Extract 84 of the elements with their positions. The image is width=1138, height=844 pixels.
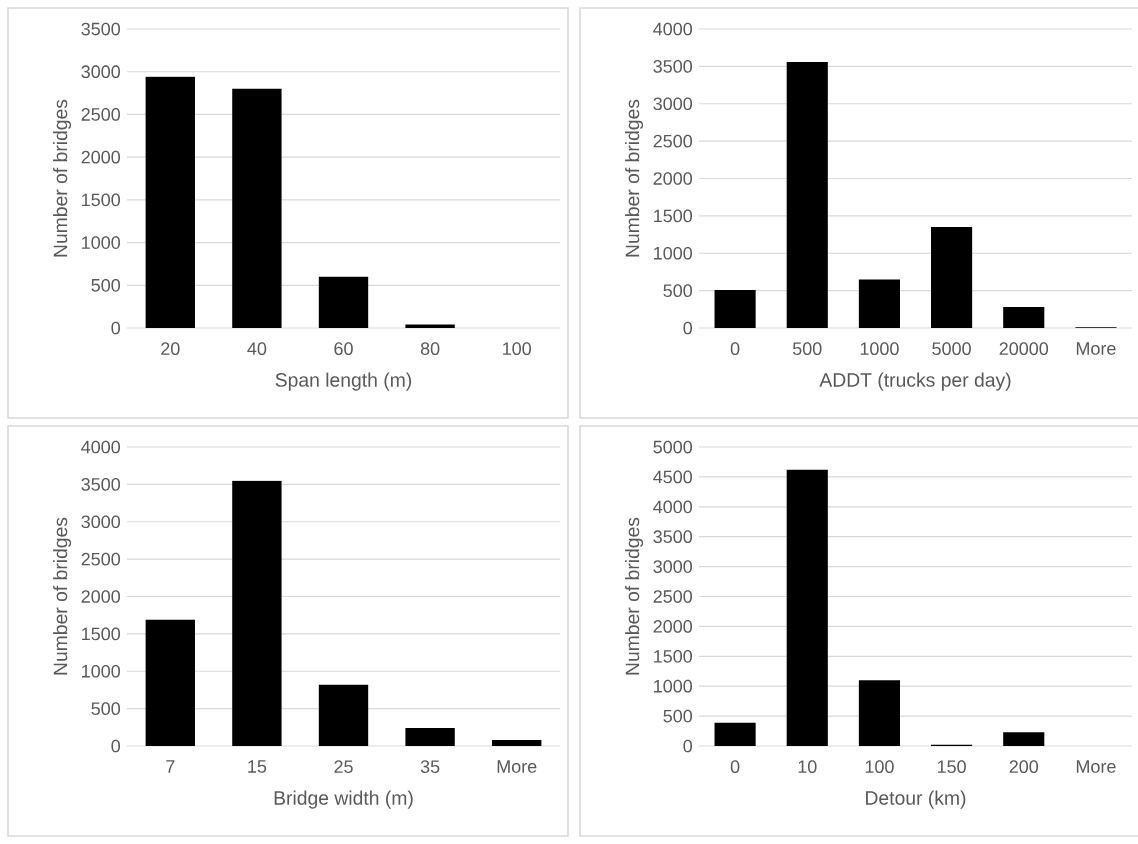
- y-tick-label: 1500: [654, 649, 693, 663]
- y-tick-label: 1500: [82, 627, 121, 641]
- y-axis-title: Number of bridges: [53, 99, 72, 257]
- bar: [492, 740, 542, 747]
- x-tick-label: More: [1076, 342, 1116, 355]
- y-tick-label: 2500: [81, 552, 121, 566]
- bar: [858, 680, 900, 747]
- x-axis-title: Span length (m): [275, 372, 412, 391]
- y-tick-label: 1000: [82, 664, 121, 678]
- x-tick-label: More: [497, 760, 537, 773]
- x-tick-label: 7: [166, 760, 175, 773]
- bar: [405, 728, 455, 747]
- x-tick-label: 200: [1009, 760, 1039, 774]
- bar: [786, 61, 828, 329]
- y-tick-label: 0: [683, 321, 693, 335]
- y-axis-title: Number of bridges: [625, 99, 644, 257]
- y-tick-label: 3500: [81, 478, 121, 491]
- y-tick-label: 3500: [653, 60, 693, 73]
- x-tick-label: 0: [730, 760, 740, 774]
- y-axis-title: Number of bridges: [53, 517, 72, 675]
- bar: [858, 279, 900, 329]
- bar: [232, 480, 282, 747]
- y-tick-label: 3000: [81, 65, 121, 79]
- y-tick-label: 2000: [653, 172, 693, 185]
- y-tick-label: 1500: [82, 193, 121, 207]
- y-tick-label: 2500: [653, 590, 693, 603]
- x-tick-label: 20000: [999, 342, 1049, 356]
- x-tick-label: 10: [798, 760, 817, 774]
- x-tick-label: 150: [937, 760, 966, 774]
- y-tick-label: 1000: [82, 236, 121, 249]
- y-tick-label: 0: [683, 739, 693, 753]
- x-tick-label: 500: [792, 342, 822, 356]
- y-tick-label: 3000: [653, 97, 693, 111]
- x-tick-label: 80: [420, 342, 440, 356]
- x-tick-label: 1000: [860, 342, 899, 356]
- y-tick-label: 3000: [81, 515, 121, 529]
- y-tick-label: 3500: [653, 530, 693, 544]
- y-tick-label: 3000: [653, 560, 693, 573]
- y-tick-label: 2000: [81, 590, 121, 603]
- x-tick-label: 100: [503, 342, 532, 356]
- bar: [1003, 732, 1045, 747]
- bar: [145, 619, 195, 747]
- x-tick-label: 100: [865, 760, 894, 774]
- x-tick-label: 40: [247, 342, 267, 356]
- y-tick-label: 500: [663, 284, 693, 297]
- y-tick-label: 2000: [653, 620, 693, 633]
- bar: [714, 722, 756, 747]
- x-tick-label: 60: [334, 342, 353, 356]
- x-tick-label: 5000: [932, 342, 971, 356]
- x-axis-title: ADDT (trucks per day): [819, 372, 1011, 391]
- bar: [318, 684, 369, 747]
- x-tick-label: 35: [420, 760, 440, 774]
- y-tick-label: 2500: [653, 134, 693, 148]
- y-tick-label: 3500: [81, 22, 121, 36]
- y-axis-title: Number of bridges: [625, 517, 644, 675]
- x-axis-title: Detour (km): [866, 790, 966, 809]
- y-tick-label: 4000: [653, 22, 693, 36]
- y-tick-label: 2500: [81, 108, 121, 121]
- y-tick-label: 4000: [653, 500, 693, 514]
- y-tick-label: 500: [91, 702, 121, 715]
- y-tick-label: 0: [111, 739, 121, 753]
- bar: [714, 289, 756, 329]
- x-tick-label: 0: [730, 342, 740, 356]
- y-tick-label: 1000: [654, 246, 693, 260]
- bar: [318, 276, 369, 329]
- y-tick-label: 1000: [654, 679, 693, 693]
- y-tick-label: 1500: [654, 209, 693, 223]
- x-tick-label: 15: [248, 760, 267, 773]
- y-tick-label: 500: [91, 278, 121, 292]
- y-tick-label: 4500: [653, 470, 693, 484]
- bar: [931, 227, 973, 329]
- bar: [1003, 307, 1045, 329]
- x-tick-label: 20: [161, 342, 180, 356]
- y-tick-label: 5000: [653, 440, 693, 454]
- bar: [232, 88, 282, 329]
- y-tick-label: 2000: [81, 150, 121, 164]
- y-tick-label: 0: [111, 321, 121, 335]
- x-tick-label: 25: [334, 760, 353, 774]
- y-tick-label: 500: [663, 709, 693, 723]
- x-axis-title: Bridge width (m): [274, 790, 413, 809]
- y-tick-label: 4000: [81, 440, 121, 454]
- bar: [145, 76, 195, 329]
- bar: [786, 469, 828, 747]
- x-tick-label: More: [1076, 760, 1116, 773]
